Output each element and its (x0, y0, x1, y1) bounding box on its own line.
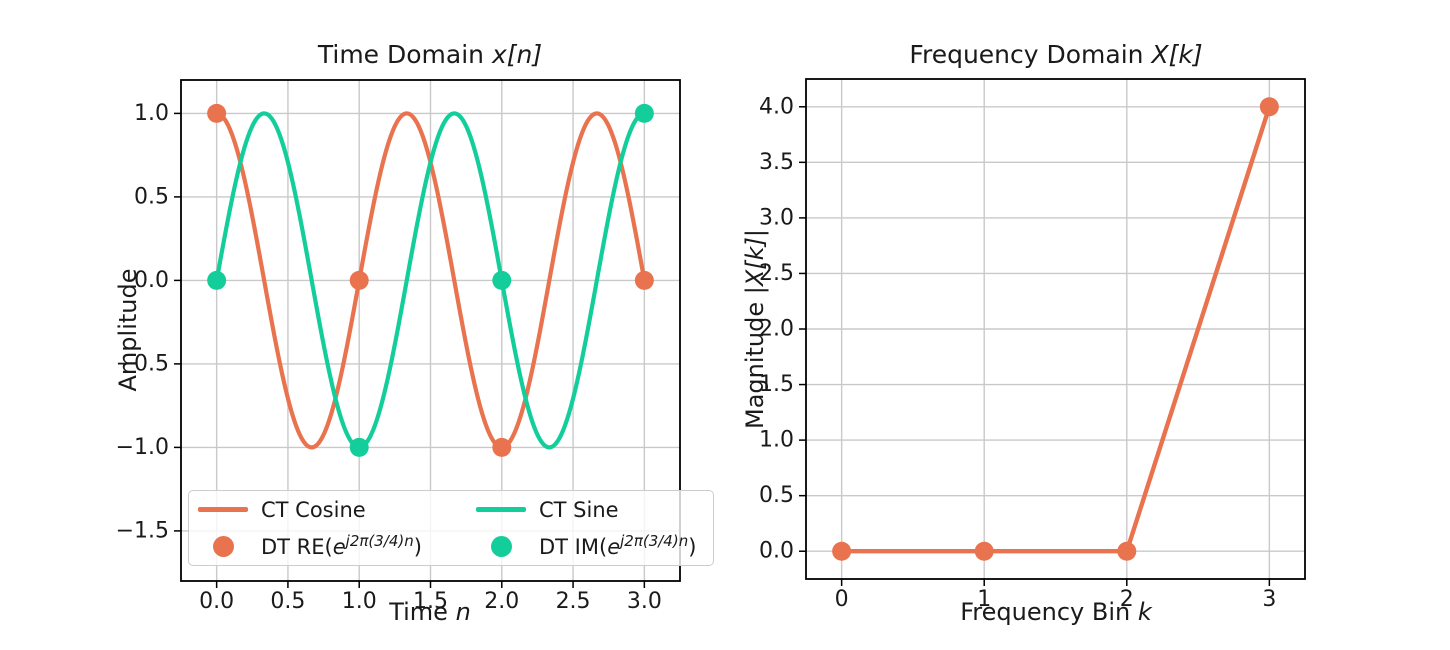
legend-item-ct-cosine: CT Cosine (189, 491, 467, 528)
svg-text:2: 2 (1120, 587, 1134, 612)
svg-text:1: 1 (977, 587, 991, 612)
time-domain-title-text: Time Domain (317, 40, 492, 69)
dt-im-dot-swatch-icon (476, 536, 526, 557)
svg-text:0.5: 0.5 (270, 589, 305, 614)
frequency-domain-title-math: X[k] (1151, 40, 1203, 69)
legend: CT Cosine CT Sine DT RE(ej2π(3/4)n) DT I… (188, 490, 714, 566)
legend-item-dt-im: DT IM(ej2π(3/4)n) (467, 528, 713, 565)
frequency-domain-title: Frequency Domain X[k] (909, 40, 1202, 69)
legend-label-dt-re: DT RE(ej2π(3/4)n) (261, 531, 422, 559)
svg-text:3.0: 3.0 (627, 589, 662, 614)
frequency-bin-axis-label: Frequency Bin k (960, 598, 1152, 626)
time-domain-title: Time Domain x[n] (318, 40, 542, 69)
svg-text:1.0: 1.0 (134, 101, 169, 126)
svg-text:3: 3 (1262, 587, 1276, 612)
svg-text:3.0: 3.0 (759, 205, 794, 230)
ct-sine-line-swatch-icon (476, 507, 526, 512)
svg-text:1.0: 1.0 (342, 589, 377, 614)
svg-text:0.5: 0.5 (134, 184, 169, 209)
svg-text:1.0: 1.0 (759, 428, 794, 453)
amplitude-axis-label: Amplitude (114, 268, 142, 392)
legend-item-ct-sine: CT Sine (467, 491, 713, 528)
svg-text:0.0: 0.0 (199, 589, 234, 614)
svg-text:0: 0 (835, 587, 849, 612)
svg-text:2.0: 2.0 (759, 317, 794, 342)
svg-text:2.5: 2.5 (556, 589, 591, 614)
svg-text:0.0: 0.0 (759, 539, 794, 564)
legend-label-dt-im: DT IM(ej2π(3/4)n) (539, 531, 697, 559)
frequency-domain-title-text: Frequency Domain (909, 40, 1152, 69)
svg-text:2.5: 2.5 (759, 261, 794, 286)
svg-text:−1.5: −1.5 (116, 518, 169, 543)
svg-text:2.0: 2.0 (484, 589, 519, 614)
time-domain-title-math: x[n] (491, 40, 543, 69)
magnitude-axis-label: Magnitude |X[k]| (741, 228, 769, 430)
svg-text:4.0: 4.0 (759, 94, 794, 119)
ct-cosine-line-swatch-icon (198, 507, 248, 512)
svg-text:3.5: 3.5 (759, 150, 794, 175)
svg-text:−1.0: −1.0 (116, 435, 169, 460)
svg-text:0.0: 0.0 (134, 268, 169, 293)
legend-item-dt-re: DT RE(ej2π(3/4)n) (189, 528, 467, 565)
legend-label-ct-cosine: CT Cosine (261, 497, 366, 522)
time-axis-label: Time n (389, 598, 471, 626)
dt-re-dot-swatch-icon (198, 536, 248, 557)
svg-text:−0.5: −0.5 (116, 351, 169, 376)
svg-text:1.5: 1.5 (759, 372, 794, 397)
svg-text:1.5: 1.5 (413, 589, 448, 614)
svg-text:0.5: 0.5 (759, 483, 794, 508)
legend-label-ct-sine: CT Sine (539, 497, 619, 522)
